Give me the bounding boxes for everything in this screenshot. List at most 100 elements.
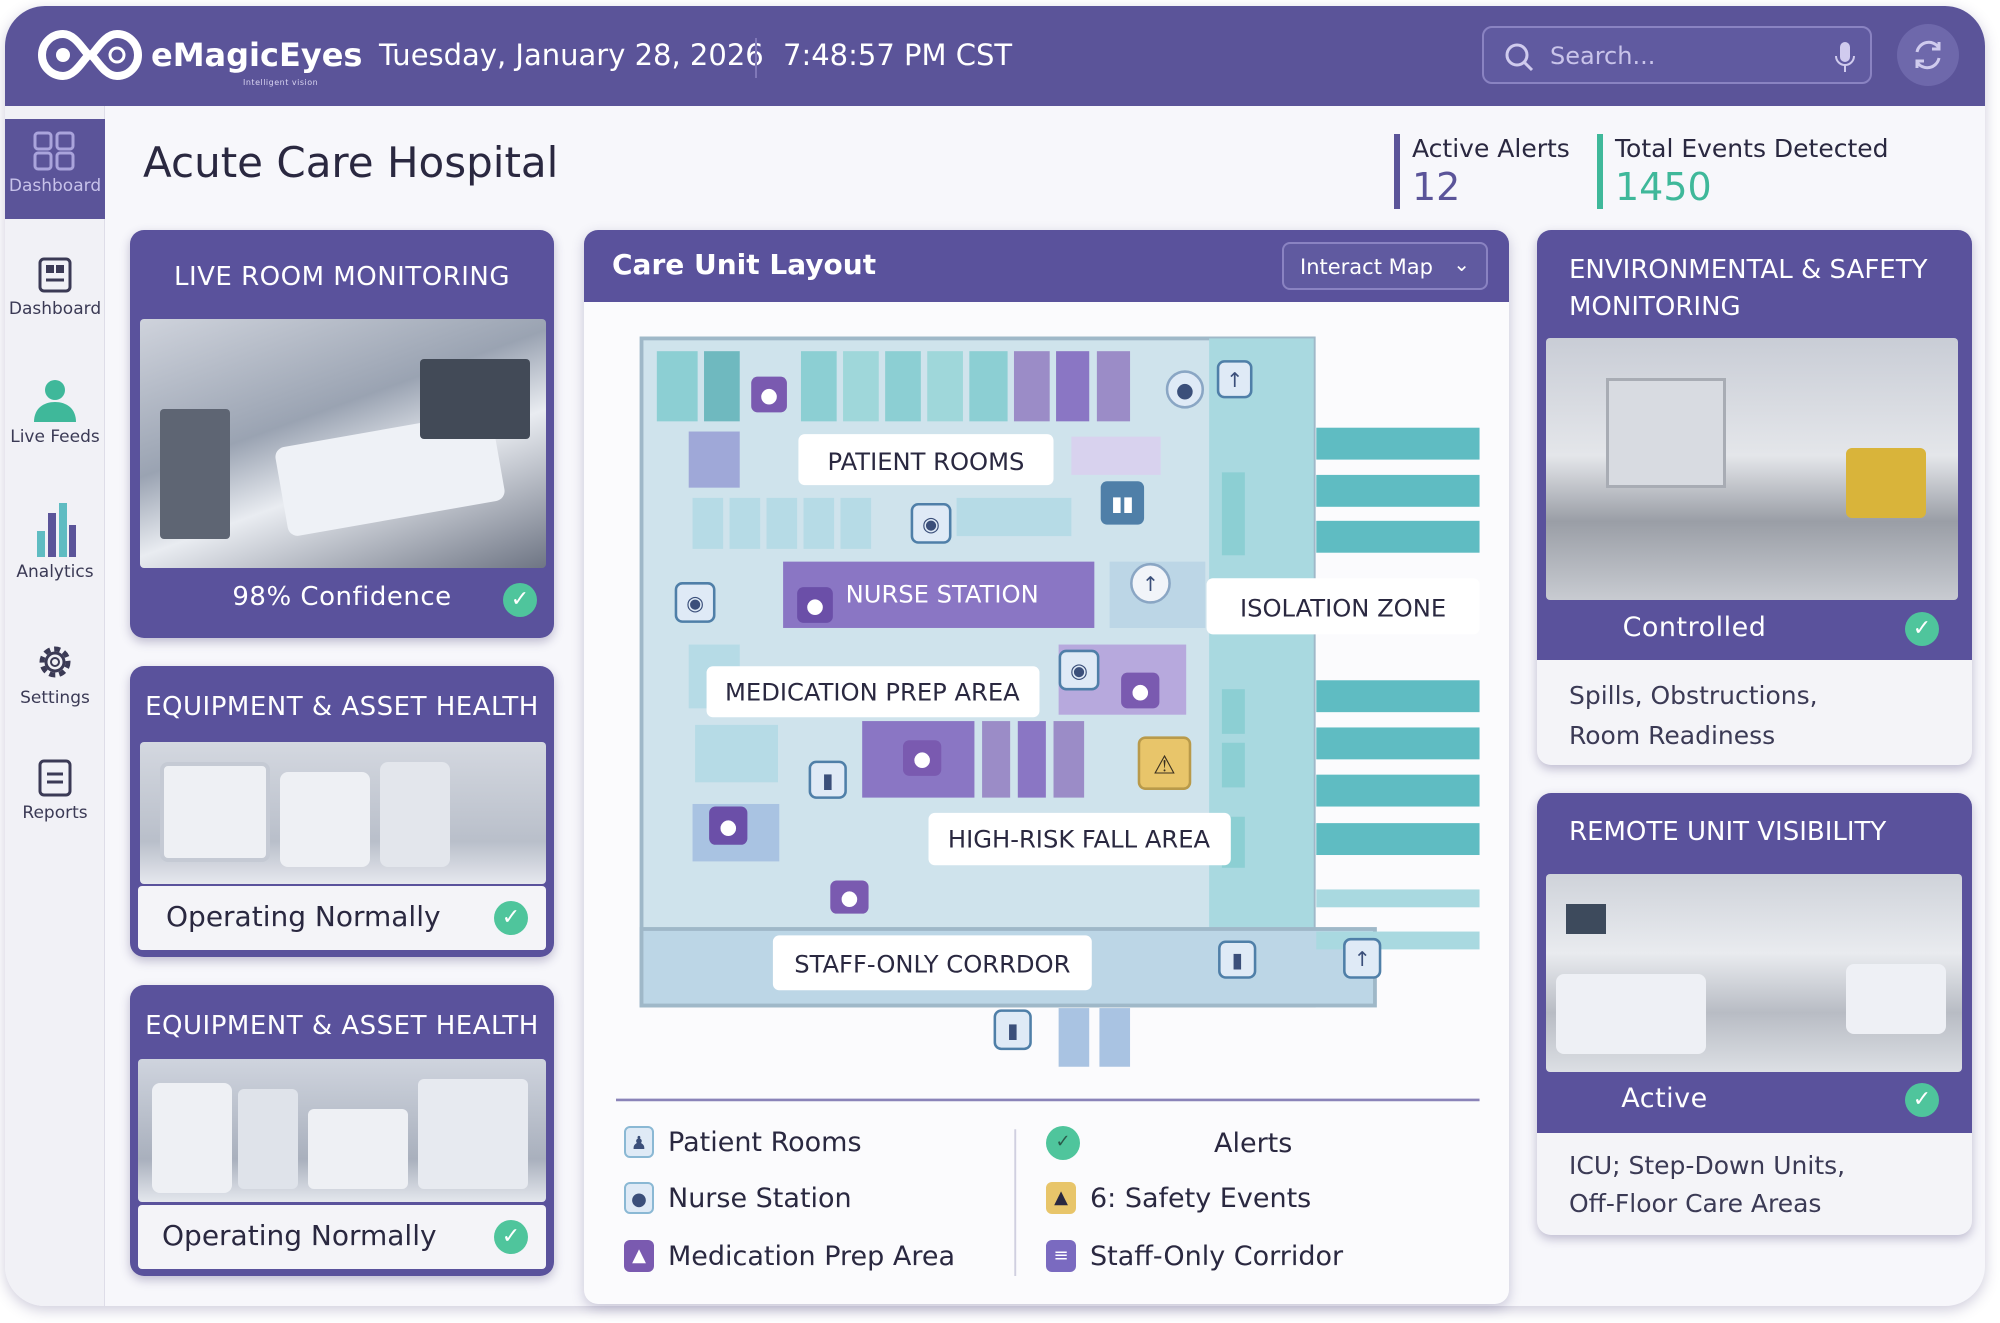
desc-line: ICU; Step-Down Units, — [1569, 1151, 1846, 1180]
sidebar-item-reports[interactable]: Reports — [5, 758, 105, 823]
environmental-safety-card[interactable]: ENVIRONMENTAL & SAFETY MONITORING Contro… — [1537, 230, 1972, 765]
equipment-photo — [138, 1059, 546, 1202]
dropdown-value: Interact Map — [1300, 255, 1433, 279]
map-label: HIGH-RISK FALL AREA — [948, 825, 1211, 853]
svg-text:●: ● — [913, 747, 931, 771]
svg-text:▮: ▮ — [822, 768, 833, 792]
isolation-zone-label[interactable]: ISOLATION ZONE — [1206, 578, 1480, 635]
current-time: 7:48:57 PM CST — [783, 38, 1013, 72]
high-risk-fall-label[interactable]: HIGH-RISK FALL AREA — [928, 812, 1231, 866]
kpi-label: Active Alerts — [1412, 134, 1570, 163]
sidebar: Dashboard Dashboard Live Feeds Analytics… — [5, 106, 105, 1306]
legend-nurse-station: ● Nurse Station — [624, 1182, 852, 1214]
gear-icon — [39, 646, 71, 678]
floor-plan-map[interactable]: PATIENT ROOMS NURSE STATION ISOLATION ZO… — [584, 230, 1509, 1304]
patient-marker-icon[interactable]: ● — [903, 740, 942, 776]
isolation-rooms — [1316, 427, 1480, 950]
patient-marker-icon[interactable]: ● — [797, 587, 833, 623]
equipment-health-card-2[interactable]: EQUIPMENT & ASSET HEALTH Operating Norma… — [130, 985, 554, 1276]
sidebar-item-label: Reports — [22, 803, 88, 823]
svg-text:▮: ▮ — [1007, 1018, 1018, 1042]
staff-corridor-label[interactable]: STAFF-ONLY CORRDOR — [772, 935, 1092, 991]
patient-marker-icon[interactable]: ● — [751, 376, 787, 413]
card-status: Controlled — [1622, 612, 1767, 643]
up-arrow-marker-icon[interactable]: ↑ — [1343, 937, 1382, 979]
panel-header: Care Unit Layout Interact Map ⌄ — [584, 230, 1509, 302]
title-line: MONITORING — [1569, 292, 1741, 322]
warning-marker-icon[interactable]: ⚠ — [1137, 736, 1192, 790]
warning-icon: ▲ — [1046, 1182, 1076, 1214]
svg-text:↑: ↑ — [1142, 572, 1159, 596]
brand-name: eMagicEyes — [151, 36, 363, 74]
sidebar-item-label: Dashboard — [8, 176, 102, 196]
live-room-monitoring-card[interactable]: LIVE ROOM MONITORING 98% Confidence ✓ — [130, 230, 554, 638]
card-title: EQUIPMENT & ASSET HEALTH — [145, 1011, 539, 1041]
page-title: Acute Care Hospital — [143, 138, 559, 187]
card-title: LIVE ROOM MONITORING — [173, 262, 510, 292]
equipment-photo — [140, 742, 546, 884]
equipment-marker-icon[interactable]: ▮▮ — [1100, 481, 1145, 525]
brand-tagline: Intelligent vision — [243, 78, 319, 87]
room — [1221, 472, 1245, 556]
legend-patient-rooms: ♟ Patient Rooms — [624, 1126, 862, 1158]
svg-text:◉: ◉ — [922, 512, 940, 536]
person-marker-icon[interactable]: ● — [1165, 370, 1205, 409]
check-icon: ✓ — [494, 901, 528, 935]
card-description: ICU; Step-Down Units, Off-Floor Care Are… — [1569, 1147, 1845, 1223]
equipment-marker-icon[interactable]: ▮ — [1218, 940, 1257, 979]
staff-marker-icon[interactable]: ◉ — [674, 582, 716, 623]
card-status: Operating Normally — [166, 900, 441, 933]
remote-unit-visibility-card[interactable]: REMOTE UNIT VISIBILITY Active ✓ ICU; Ste… — [1537, 793, 1972, 1235]
status-footer: Operating Normally ✓ — [138, 886, 546, 950]
legend-label: Nurse Station — [668, 1182, 852, 1214]
up-arrow-marker-icon[interactable]: ↑ — [1216, 360, 1253, 399]
sidebar-item-dashboard[interactable]: Dashboard — [5, 256, 105, 319]
sidebar-item-analytics[interactable]: Analytics — [5, 501, 105, 582]
search-icon — [1505, 43, 1534, 72]
legend-label: 6: Safety Events — [1090, 1182, 1312, 1214]
sidebar-item-dashboard-active[interactable]: Dashboard — [5, 119, 105, 219]
refresh-button[interactable] — [1897, 24, 1959, 86]
infinity-eye-logo — [38, 29, 142, 81]
search-placeholder: Search... — [1550, 42, 1656, 70]
patient-marker-icon[interactable]: ● — [709, 806, 748, 845]
kpi-value: 12 — [1412, 165, 1461, 209]
corridor-icon: ≡ — [1046, 1240, 1076, 1272]
search-input[interactable]: Search... — [1482, 26, 1872, 84]
staff-marker-icon[interactable]: ◉ — [1058, 649, 1100, 691]
svg-text:↑: ↑ — [1354, 947, 1371, 971]
staff-marker-icon[interactable]: ◉ — [910, 502, 952, 544]
up-arrow-marker-icon[interactable]: ↑ — [1130, 562, 1171, 604]
interact-map-dropdown[interactable]: Interact Map ⌄ — [1282, 242, 1488, 290]
chevron-down-icon: ⌄ — [1453, 252, 1470, 276]
card-status: Active — [1621, 1083, 1708, 1114]
card-status: Operating Normally — [162, 1219, 437, 1252]
equipment-marker-icon[interactable]: ▮ — [993, 1009, 1032, 1051]
card-title: EQUIPMENT & ASSET HEALTH — [145, 692, 539, 722]
sidebar-item-live-feeds[interactable]: Live Feeds — [5, 378, 105, 447]
equipment-marker-icon[interactable]: ▮ — [808, 760, 847, 799]
patient-rooms-icon: ♟ — [624, 1126, 654, 1158]
refresh-icon — [1915, 40, 1941, 70]
check-icon: ✓ — [1905, 612, 1939, 646]
dashboard-icon — [38, 257, 72, 293]
medication-prep-label[interactable]: MEDICATION PREP AREA — [706, 666, 1040, 718]
patient-rooms-label[interactable]: PATIENT ROOMS — [798, 434, 1054, 486]
card-title: ENVIRONMENTAL & SAFETY MONITORING — [1569, 252, 1927, 326]
card-title: REMOTE UNIT VISIBILITY — [1569, 817, 1887, 847]
patient-marker-icon[interactable]: ● — [830, 880, 869, 914]
svg-text:●: ● — [806, 594, 824, 618]
check-icon: ✓ — [1046, 1126, 1080, 1160]
active-alerts-kpi: Active Alerts 12 — [1394, 134, 1570, 209]
equipment-health-card-1[interactable]: EQUIPMENT & ASSET HEALTH Operating Norma… — [130, 666, 554, 957]
room — [1221, 742, 1245, 788]
card-status: 98% Confidence — [232, 582, 452, 612]
sidebar-item-settings[interactable]: Settings — [5, 641, 105, 708]
microphone-icon[interactable] — [1834, 40, 1856, 74]
svg-text:◉: ◉ — [1070, 659, 1088, 683]
care-unit-layout-panel: Care Unit Layout Interact Map ⌄ — [584, 230, 1509, 1304]
top-bar: eMagicEyes Intelligent vision Tuesday, J… — [5, 6, 1985, 106]
patient-marker-icon[interactable]: ● — [1121, 672, 1160, 709]
nurse-station-label[interactable]: NURSE STATION — [846, 580, 1039, 608]
legend-label: Patient Rooms — [668, 1126, 862, 1158]
